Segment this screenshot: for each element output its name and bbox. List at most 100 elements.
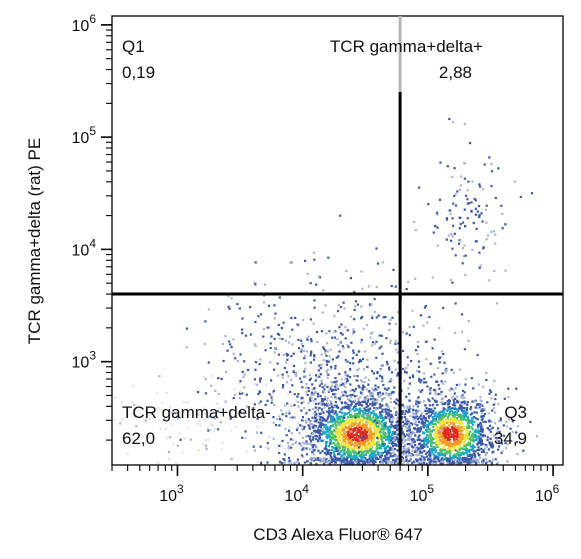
event-dot (221, 342, 224, 346)
event-dot (446, 422, 449, 425)
event-dot (461, 456, 464, 460)
event-dot (389, 415, 393, 419)
event-dot (254, 416, 257, 419)
event-dot (461, 459, 464, 462)
event-dot (311, 416, 314, 419)
event-dot (481, 427, 484, 430)
event-dot (381, 436, 384, 439)
event-dot (458, 227, 461, 230)
event-dot (331, 410, 334, 413)
event-dot (436, 403, 439, 407)
event-dot (373, 435, 376, 438)
event-dot (340, 408, 343, 411)
event-dot (418, 434, 421, 437)
event-dot (411, 375, 415, 379)
event-dot (417, 443, 421, 446)
event-dot (357, 397, 360, 400)
event-dot (387, 462, 390, 465)
event-dot (391, 446, 394, 450)
event-dot (392, 439, 396, 442)
event-dot (474, 417, 477, 420)
event-dot (355, 420, 358, 423)
event-dot (414, 420, 417, 423)
event-dot (321, 402, 324, 405)
event-dot (428, 427, 431, 431)
event-dot (342, 438, 345, 441)
event-dot (429, 430, 432, 433)
event-dot (423, 432, 426, 435)
event-dot (361, 384, 365, 387)
event-dot (357, 427, 360, 430)
event-dot (304, 375, 307, 378)
event-dot (380, 345, 383, 348)
event-dot (276, 332, 279, 335)
event-dot (176, 414, 180, 417)
event-dot (371, 437, 374, 440)
event-dot (482, 459, 485, 462)
event-dot (376, 452, 379, 455)
event-dot (456, 417, 459, 420)
event-dot (350, 458, 353, 462)
event-dot (324, 432, 327, 435)
event-dot (454, 455, 458, 458)
event-dot (361, 388, 364, 391)
event-dot (468, 448, 471, 451)
event-dot (467, 462, 470, 465)
event-dot (411, 309, 414, 312)
event-dot (437, 367, 440, 370)
event-dot (479, 422, 482, 425)
event-dot (230, 457, 233, 460)
event-dot (338, 435, 341, 438)
event-dot (352, 449, 355, 452)
event-dot (332, 442, 335, 445)
event-dot (480, 412, 483, 415)
event-dot (244, 437, 247, 440)
event-dot (373, 455, 376, 458)
event-dot (363, 432, 366, 435)
event-dot (468, 443, 472, 446)
event-dot (291, 343, 294, 346)
event-dot (318, 364, 321, 367)
event-dot (342, 384, 345, 387)
event-dot (303, 375, 306, 378)
event-dot (241, 370, 244, 373)
event-dot (306, 442, 309, 445)
event-dot (433, 338, 436, 341)
event-dot (449, 209, 452, 212)
event-dot (462, 406, 465, 410)
event-dot (255, 383, 258, 386)
event-dot (444, 421, 447, 424)
event-dot (413, 220, 416, 223)
event-dot (447, 416, 450, 419)
event-dot (515, 440, 518, 444)
event-dot (394, 444, 397, 447)
event-dot (465, 445, 468, 448)
event-dot (478, 454, 481, 457)
event-dot (169, 405, 172, 408)
event-dot (443, 430, 446, 433)
event-dot (342, 422, 345, 425)
event-dot (438, 327, 441, 330)
event-dot (167, 450, 171, 454)
event-dot (383, 418, 386, 421)
event-dot (485, 378, 488, 381)
event-dot (352, 457, 355, 460)
event-dot (455, 438, 458, 441)
event-dot (157, 461, 160, 464)
event-dot (469, 420, 472, 423)
event-dot (464, 434, 467, 437)
event-dot (470, 421, 473, 424)
event-dot (482, 415, 485, 418)
event-dot (241, 332, 244, 335)
event-dot (418, 370, 421, 373)
event-dot (425, 424, 428, 428)
event-dot (280, 409, 283, 412)
event-dot (430, 445, 433, 448)
event-dot (185, 346, 188, 349)
event-dot (416, 462, 420, 465)
event-dot (181, 451, 184, 454)
event-dot (336, 387, 340, 390)
event-dot (461, 247, 464, 250)
event-dot (367, 442, 370, 445)
event-dot (413, 412, 416, 415)
